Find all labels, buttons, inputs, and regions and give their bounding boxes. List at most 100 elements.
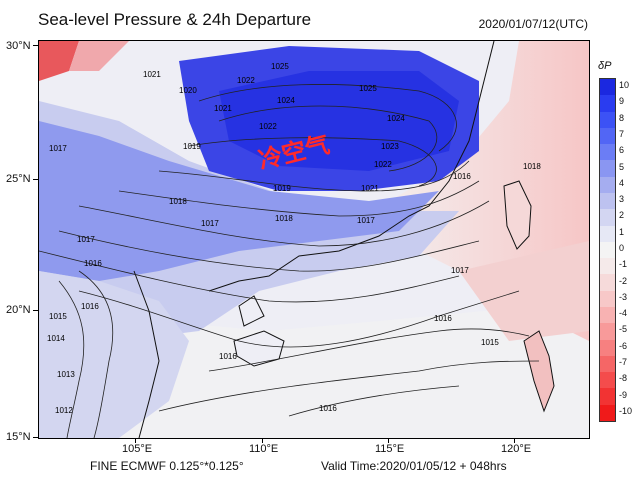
colorbar-cell (600, 404, 615, 422)
colorbar-label: 6 (619, 145, 625, 156)
isobar-label: 1017 (451, 266, 469, 275)
isobar-label: 1017 (357, 216, 375, 225)
colorbar-label: -2 (619, 275, 628, 286)
lon-tick (262, 438, 263, 443)
isobar-label: 1016 (81, 302, 99, 311)
lon-label: 120°E (501, 443, 532, 455)
isobar-label: 1012 (55, 406, 73, 415)
lon-label: 110°E (249, 443, 279, 455)
colorbar-cell (600, 95, 615, 113)
model-info: FINE ECMWF 0.125°*0.125° (90, 459, 244, 473)
colorbar-label: 3 (619, 194, 625, 205)
isobar-label: 1022 (374, 160, 392, 169)
isobar-label: 1020 (179, 86, 197, 95)
lat-tick (33, 179, 38, 180)
colorbar-cell (600, 79, 615, 96)
colorbar-cell (600, 355, 615, 373)
colorbar-cell (600, 111, 615, 129)
colorbar-label: 5 (619, 161, 625, 172)
isobar-label: 1025 (271, 62, 289, 71)
colorbar-cell (600, 176, 615, 194)
colorbar-label: 7 (619, 129, 625, 139)
colorbar-cell (600, 127, 615, 145)
lat-label: 25°N (6, 173, 31, 185)
colorbar-label: -4 (619, 308, 628, 319)
isobar-label: 1021 (361, 184, 379, 193)
vietnam-coastline (133, 270, 160, 439)
colorbar-cell (600, 209, 615, 227)
isobar-label: 1023 (381, 142, 399, 151)
isobar-label: 1019 (183, 142, 201, 151)
cold-air-core-inner (219, 71, 459, 171)
taiwan-island (503, 180, 532, 250)
colorbar-label: 0 (619, 243, 625, 253)
colorbar-label: 1 (619, 226, 625, 237)
lat-label: 20°N (6, 304, 31, 316)
northwest-light-negative (69, 41, 129, 71)
colorbar-cell (600, 225, 615, 243)
luzon-island (523, 330, 555, 413)
colorbar-label: -10 (619, 405, 633, 416)
colorbar-cell (600, 290, 615, 308)
isobar-label: 1016 (434, 314, 452, 323)
lon-tick (135, 438, 136, 443)
isobar-label: 1016 (84, 259, 102, 268)
isobar-label: 1014 (47, 334, 65, 343)
colorbar-label: -9 (619, 389, 628, 400)
colorbar-cell (600, 372, 615, 389)
colorbar-label: 2 (619, 210, 625, 221)
isobar-label: 1019 (273, 184, 291, 193)
colorbar-label: 10 (619, 80, 630, 91)
isobar-label: 1018 (169, 197, 187, 206)
isobar-label: 1016 (219, 352, 237, 361)
pressure-map: 1021 1022 1025 1024 1021 1020 1022 1025 … (38, 40, 590, 439)
colorbar-label: -1 (619, 259, 628, 270)
colorbar-label: -5 (619, 324, 628, 335)
colorbar-label: 9 (619, 96, 625, 107)
lat-label: 15°N (6, 431, 31, 443)
valid-timestamp: 2020/01/07/12(UTC) (478, 17, 588, 31)
isobar-label: 1018 (275, 214, 293, 223)
colorbar-label: -7 (619, 357, 628, 367)
isobar-lines (38, 84, 540, 439)
colorbar-label: 8 (619, 112, 625, 123)
lat-tick (33, 310, 38, 311)
colorbar-cell (600, 241, 615, 259)
isobar-label: 1017 (77, 235, 95, 244)
isobar-label: 1022 (237, 76, 255, 85)
valid-time-info: Valid Time:2020/01/05/12 + 048hrs (321, 459, 507, 473)
colorbar-cell (600, 193, 615, 210)
isobar-label: 1021 (214, 104, 232, 113)
colorbar-cell (600, 274, 615, 292)
lon-tick (388, 438, 389, 443)
medium-blue-band (39, 121, 439, 281)
map-title: Sea-level Pressure & 24h Departure (38, 10, 312, 29)
colorbar-cell (600, 339, 615, 357)
isobar-label: 1018 (523, 162, 541, 171)
isobar-label: 1022 (259, 122, 277, 131)
isobar-label: 1015 (481, 338, 499, 347)
isobar-label: 1021 (143, 70, 161, 79)
colorbar-cell (600, 388, 615, 406)
map-canvas: 1021 1022 1025 1024 1021 1020 1022 1025 … (38, 40, 589, 439)
isobar-label-group: 1021 1022 1025 1024 1021 1020 1022 1025 … (47, 62, 541, 415)
china-coastline (208, 40, 495, 292)
colorbar-cell (600, 307, 615, 324)
colorbar (599, 78, 616, 422)
colorbar-title: δP (598, 60, 612, 72)
lon-label: 105°E (122, 443, 153, 455)
isobar-label: 1025 (359, 84, 377, 93)
east-sea-departure (459, 241, 589, 341)
isobar-label: 1016 (453, 172, 471, 181)
lon-tick (514, 438, 515, 443)
isobar-label: 1017 (49, 144, 67, 153)
colorbar-label: 4 (619, 177, 625, 188)
isobar-label: 1016 (319, 404, 337, 413)
lon-label: 115°E (375, 443, 405, 455)
isobar-label: 1017 (201, 219, 219, 228)
colorbar-cell (600, 323, 615, 341)
leizhou-peninsula (238, 295, 265, 327)
lat-label: 30°N (6, 40, 31, 52)
lat-tick (33, 45, 38, 46)
isobar-label: 1024 (387, 114, 405, 123)
